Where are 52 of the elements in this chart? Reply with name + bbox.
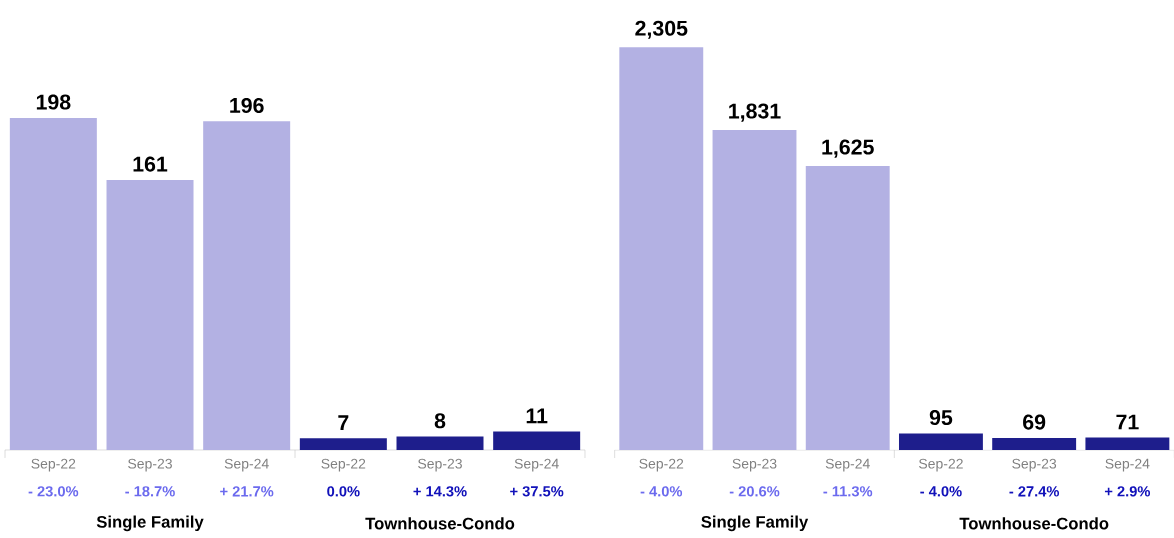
bar <box>203 121 291 450</box>
text: - 18.7% <box>125 486 175 497</box>
text: Single Family <box>96 515 204 532</box>
text: - 4.0% <box>920 486 962 497</box>
bar <box>299 438 387 450</box>
bar <box>1085 437 1170 450</box>
x-tick-label: Sep-23 <box>732 458 777 472</box>
text: - 4.0% <box>640 486 683 497</box>
data-label: 1,625 <box>822 139 874 158</box>
bar <box>493 431 581 450</box>
x-tick-label: Sep-23 <box>128 458 172 472</box>
data-label: 8 <box>434 413 446 429</box>
data-label: 69 <box>1023 414 1046 430</box>
x-tick-label: Sep-23 <box>418 458 462 472</box>
x-tick-label: Sep-22 <box>321 458 366 472</box>
data-label: 196 <box>230 97 264 113</box>
x-tick-label: Sep-22 <box>919 458 963 472</box>
x-tick-label: Sep-24 <box>514 458 559 472</box>
bar <box>805 165 890 450</box>
x-tick-label: Sep-22 <box>31 458 76 472</box>
x-tick-label: Sep-22 <box>639 458 684 472</box>
data-label: 161 <box>133 156 168 172</box>
text: + 21.7% <box>220 486 274 497</box>
bar <box>712 129 797 450</box>
text: + 14.3% <box>413 486 467 497</box>
text: - 23.0% <box>28 486 79 497</box>
data-label: 1,831 <box>729 103 781 122</box>
text: - 27.4% <box>1009 486 1060 497</box>
data-label: 95 <box>929 410 953 426</box>
data-label: 2,305 <box>635 20 688 39</box>
data-label: 71 <box>1116 414 1139 430</box>
bar <box>898 433 983 450</box>
text: - 11.3% <box>823 486 873 497</box>
x-tick-label: Sep-24 <box>1105 458 1150 472</box>
x-tick-label: Sep-24 <box>224 458 269 472</box>
x-tick-label: Sep-24 <box>825 458 870 472</box>
bar <box>9 117 97 450</box>
data-label: 198 <box>36 94 71 110</box>
bar <box>992 437 1077 450</box>
text: Single Family <box>701 515 809 532</box>
text: - 20.6% <box>729 486 780 497</box>
text: Townhouse-Condo <box>365 517 515 530</box>
bar <box>106 179 194 450</box>
bar <box>619 47 704 450</box>
x-tick-label: Sep-23 <box>1012 458 1057 472</box>
data-label: 7 <box>338 415 349 430</box>
text: + 37.5% <box>510 486 564 497</box>
bar <box>396 436 484 450</box>
text: 0.0% <box>327 486 360 497</box>
data-label: 11 <box>526 408 548 424</box>
text: Townhouse-Condo <box>959 517 1109 530</box>
text: + 2.9% <box>1104 486 1151 497</box>
